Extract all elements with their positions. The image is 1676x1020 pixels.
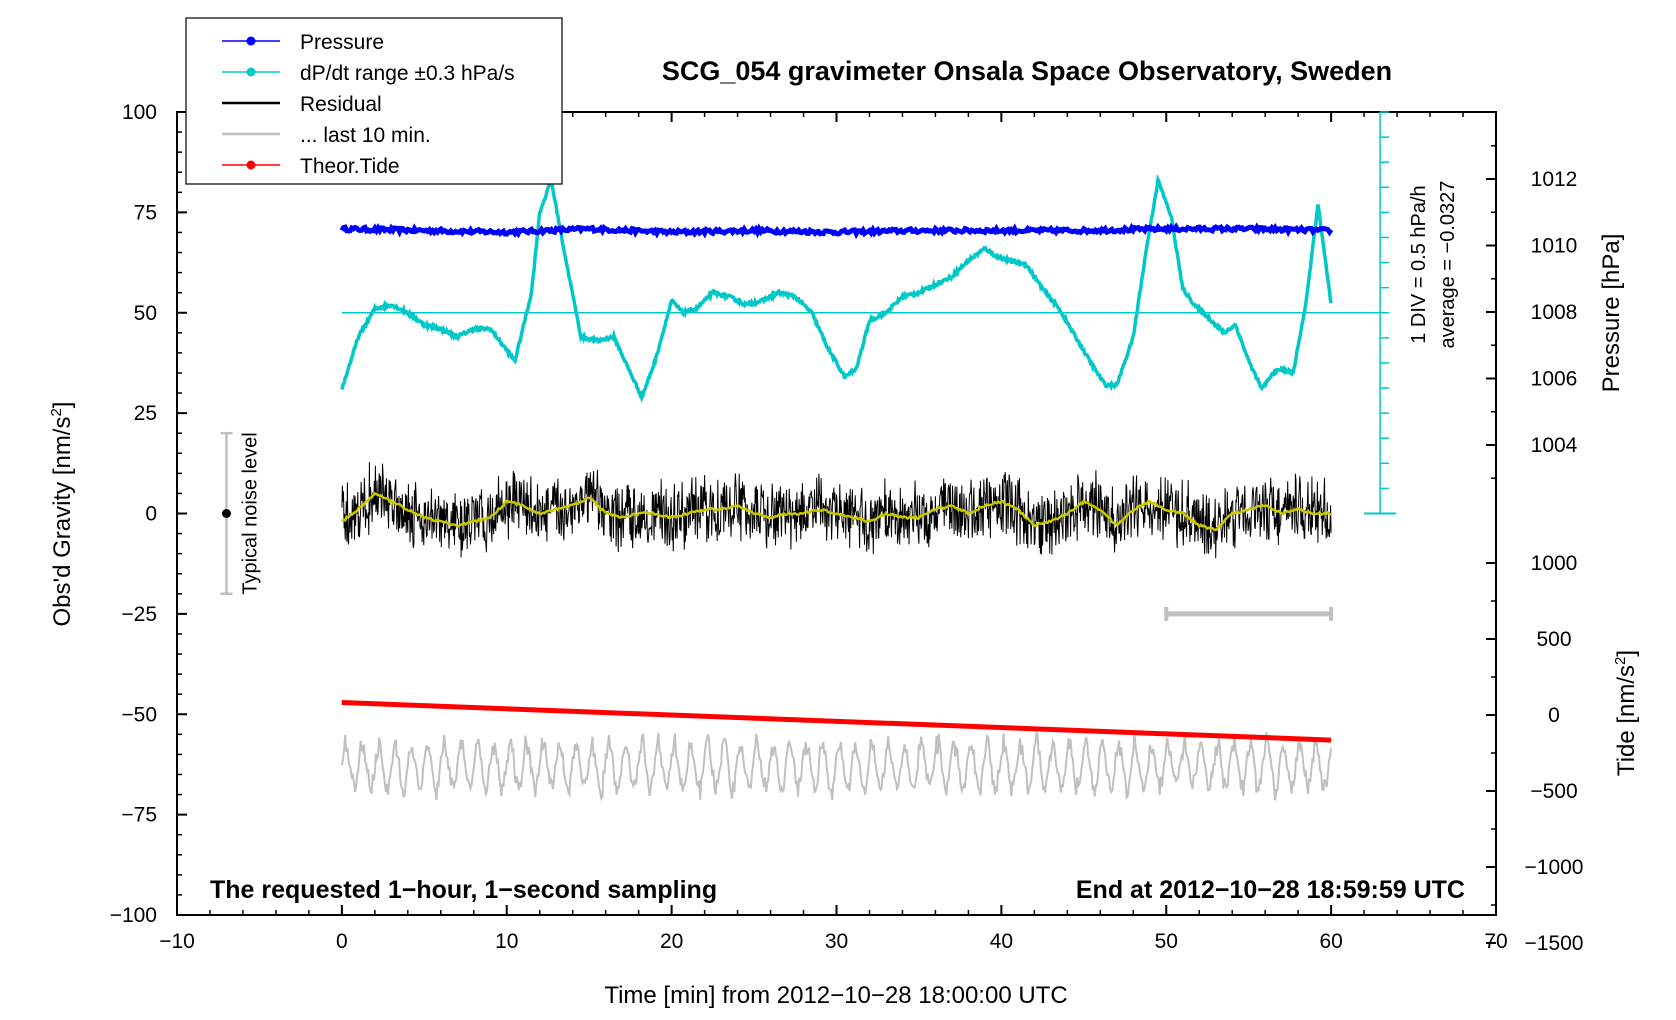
y-tick-label: 50 [134,302,157,325]
residual-series [341,462,1332,559]
tide-axis-label-end: ] [1613,650,1640,657]
tide-axis-label-main: Tide [nm/s [1613,665,1640,776]
y-axis-label-left-end: ] [49,402,76,409]
legend-label: Residual [300,93,382,116]
pressure-tick-label: 1008 [1531,301,1578,324]
tide-tick-label: −1000 [1525,856,1584,879]
y-axis-ticks: 100 75 50 25 0 −25 −50 −75 −100 [110,101,187,927]
y-tick-label: −50 [121,703,157,726]
noise-level-indicator [220,431,233,596]
x-tick-label: 30 [825,930,848,953]
dpdt-average-annotation: average = −0.0327 [1437,181,1459,349]
x-tick-label: −10 [159,930,195,953]
last-10-min-series [340,729,1333,802]
pressure-axis: 1004 1006 1008 1010 1012 [1486,145,1578,479]
x-tick-label: 10 [495,930,518,953]
dpdt-scale-annotation: 1 DIV = 0.5 hPa/h [1408,185,1430,343]
tide-tick-label: 0 [1548,704,1560,727]
x-tick-label: 0 [336,930,348,953]
legend: Pressure dP/dt range ±0.3 hPa/s Residual..… [185,17,563,185]
y-tick-label: 75 [134,201,157,224]
tide-tick-label: 1000 [1531,552,1578,575]
end-time-note: End at 2012−10−28 18:59:59 UTC [1076,876,1465,904]
pressure-axis-label: Pressure [hPa] [1598,234,1625,393]
tide-axis-label: Tide [nm/s2] [1612,650,1640,776]
tide-tick-label: −500 [1530,780,1577,803]
legend-swatch-marker [246,36,256,46]
tide-tick-label: −1500 [1525,932,1584,955]
y-axis-label-left-sup: 2 [48,408,65,416]
x-tick-label: 20 [660,930,683,953]
x-tick-label: 70 [1484,930,1507,953]
legend-label: ... last 10 min. [300,124,431,147]
legend-swatch-marker [246,67,256,77]
dpdt-series [340,173,1333,403]
legend-swatch-marker [246,160,256,170]
x-axis-ticks: −10 0 10 20 30 40 50 60 70 [159,112,1508,953]
y-axis-label-left-main: Obs'd Gravity [nm/s [49,417,76,627]
noise-dot [221,509,231,518]
tide-axis: 1000 500 0 −500 −1000 −1500 [1486,552,1583,955]
y-tick-label: 100 [122,101,157,124]
y-tick-label: 0 [145,503,157,526]
y-tick-label: −75 [121,804,157,827]
x-axis-label: Time [min] from 2012−10−28 18:00:00 UTC [604,982,1067,1009]
noise-level-label: Typical noise level [239,432,261,594]
pressure-series [339,222,1334,240]
last-10-min-bar [1164,606,1334,621]
tide-axis-label-sup: 2 [1612,657,1629,665]
pressure-tick-label: 1012 [1531,168,1578,191]
sampling-note: The requested 1−hour, 1−second sampling [210,876,717,904]
y-axis-label-left: Obs'd Gravity [nm/s2] [48,402,76,627]
legend-label: Pressure [300,31,384,54]
y-tick-label: 25 [134,402,157,425]
y-tick-label: −100 [110,904,157,927]
pressure-tick-label: 1004 [1531,434,1578,457]
y-tick-label: −25 [121,603,157,626]
tide-tick-label: 500 [1536,628,1571,651]
chart-title: SCG_054 gravimeter Onsala Space Observat… [662,56,1392,86]
legend-label: dP/dt range ±0.3 hPa/s [300,62,515,85]
pressure-tick-label: 1010 [1531,235,1578,258]
x-tick-label: 50 [1155,930,1178,953]
x-tick-label: 60 [1319,930,1342,953]
residual-smoothed-series [340,491,1332,532]
pressure-tick-label: 1006 [1531,368,1578,391]
legend-box [185,17,563,185]
legend-label: Theor.Tide [300,155,400,178]
x-tick-label: 40 [990,930,1013,953]
theoretical-tide-series [341,700,1332,743]
